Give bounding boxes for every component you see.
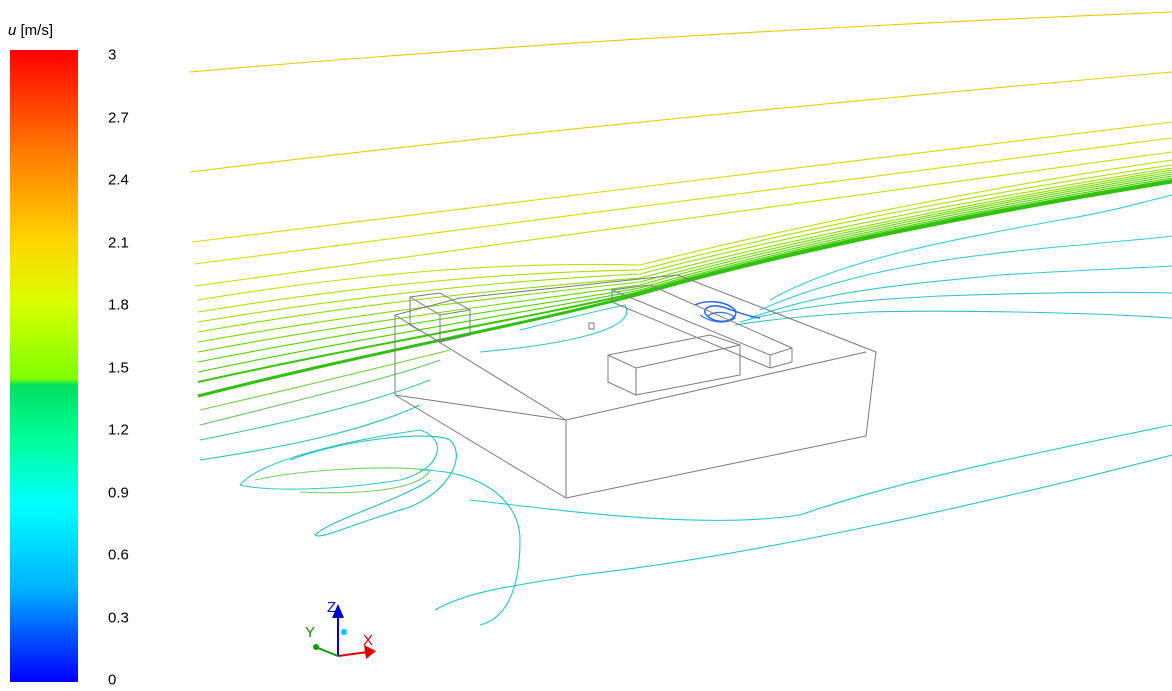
streamline xyxy=(469,424,1172,521)
colorbar-tick-label: 0.6 xyxy=(108,546,129,564)
streamline xyxy=(194,151,1172,287)
streamline xyxy=(197,179,1172,383)
streamline xyxy=(189,71,1172,173)
streamlines xyxy=(189,11,1172,626)
streamline xyxy=(199,349,451,411)
streamline xyxy=(479,304,628,353)
block-center-edge xyxy=(607,344,741,395)
platform-edge xyxy=(394,351,867,421)
y-axis-label: Y xyxy=(305,624,315,641)
x-axis-label: X xyxy=(363,632,373,649)
streamline xyxy=(197,171,1172,343)
streamline xyxy=(197,175,1172,363)
colorbar-tick-label: 3 xyxy=(108,46,117,64)
colorbar-tick-label: 2.1 xyxy=(108,234,129,251)
streamline xyxy=(434,454,1172,611)
streamline xyxy=(197,167,1172,323)
block-left-edge xyxy=(409,296,471,342)
streamline xyxy=(239,429,438,490)
streamline xyxy=(769,194,1172,301)
streamline xyxy=(199,359,441,426)
triad-origin-dot xyxy=(341,629,347,635)
z-axis-label: Z xyxy=(327,599,336,616)
legend-symbol: u xyxy=(8,22,17,39)
streamline xyxy=(739,291,1172,323)
colorbar-tick-label: 0.9 xyxy=(108,484,129,501)
streamline xyxy=(189,11,1172,73)
colorbar-tick-label: 1.8 xyxy=(108,296,129,314)
streamline xyxy=(694,301,761,322)
streamline xyxy=(734,310,1172,326)
streamline xyxy=(197,159,1172,301)
colorbar-tick-label: 0 xyxy=(108,671,117,689)
colorbar-tick-label: 1.5 xyxy=(108,359,129,376)
small-marker xyxy=(588,322,595,330)
x-axis-line xyxy=(337,651,369,657)
y-axis-line xyxy=(317,647,339,657)
legend-unit: [m/s] xyxy=(20,22,54,39)
colorbar-tick-label: 2.4 xyxy=(108,171,129,189)
streamline xyxy=(197,164,1172,313)
legend-title: u [m/s] xyxy=(8,22,53,39)
streamline xyxy=(197,169,1172,333)
streamline xyxy=(197,180,1172,398)
colorbar-tick-label: 0.3 xyxy=(108,609,129,626)
z-axis-arrow xyxy=(332,604,344,618)
streamline xyxy=(199,404,421,461)
platform-box xyxy=(394,274,877,499)
x-axis-arrow xyxy=(364,645,376,659)
streamline xyxy=(197,173,1172,353)
block-roof-edge xyxy=(611,289,793,368)
streamline xyxy=(191,121,1172,243)
block-left xyxy=(409,292,471,343)
colorbar-tick-label: 1.2 xyxy=(108,421,129,439)
colorbar xyxy=(10,50,78,682)
building-wireframe xyxy=(394,274,877,499)
streamline xyxy=(759,235,1172,311)
streamline xyxy=(289,435,457,537)
block-center xyxy=(607,334,741,396)
y-axis-dot xyxy=(313,644,319,650)
axis-triad: X Y Z xyxy=(305,599,376,659)
block-roof xyxy=(611,284,793,369)
streamline xyxy=(699,311,736,323)
streamline xyxy=(749,265,1172,319)
streamline xyxy=(419,469,521,626)
streamline xyxy=(199,379,431,441)
streamline xyxy=(197,177,1172,373)
colorbar-tick-label: 2.7 xyxy=(108,109,129,126)
